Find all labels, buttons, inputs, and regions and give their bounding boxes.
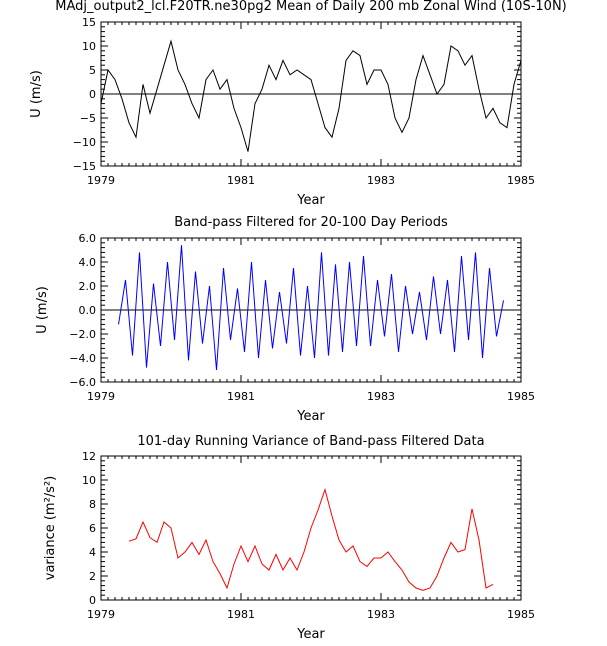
y-tick-label: −4.0: [69, 352, 96, 365]
y-tick-label: 4: [89, 546, 96, 559]
x-tick-label: 1985: [507, 174, 535, 187]
axis-ticks: −15 −10 −5 0 5 10 15 1979 1981 1983 1985: [73, 16, 535, 187]
y-tick-label: −5: [80, 112, 96, 125]
y-tick-label: 12: [82, 450, 96, 463]
plot-frame: [100, 455, 522, 601]
y-tick-label: 5: [89, 64, 96, 77]
chart-title: 101-day Running Variance of Band-pass Fi…: [137, 434, 484, 449]
y-tick-label: 2.0: [79, 280, 97, 293]
y-tick-label: 6: [89, 522, 96, 535]
axis-ticks: 0 2 4 6 8 10 12 1979 1981 1983 1985: [82, 450, 535, 621]
panel-running-variance: 101-day Running Variance of Band-pass Fi…: [43, 434, 535, 642]
y-tick-label: −6.0: [69, 376, 96, 389]
plot-frame: [100, 21, 522, 167]
y-axis-label: variance (m²/s²): [43, 476, 58, 580]
y-tick-label: 0: [89, 88, 96, 101]
y-tick-label: 6.0: [79, 232, 97, 245]
y-tick-label: −15: [73, 160, 96, 173]
y-axis-label: U (m/s): [29, 70, 44, 118]
series-line-u: [100, 39, 522, 152]
x-tick-label: 1979: [87, 174, 115, 187]
y-tick-label: 10: [82, 40, 96, 53]
panel-band-pass: Band-pass Filtered for 20-100 Day Period…: [35, 215, 535, 424]
x-tick-label: 1983: [367, 390, 395, 403]
chart-title: Band-pass Filtered for 20-100 Day Period…: [174, 215, 448, 230]
x-tick-label: 1985: [507, 390, 535, 403]
x-tick-label: 1981: [227, 390, 255, 403]
chart-title: MAdj_output2_lcl.F20TR.ne30pg2 Mean of D…: [55, 0, 567, 14]
x-tick-label: 1981: [227, 174, 255, 187]
y-tick-label: 15: [82, 16, 96, 29]
y-tick-label: 4.0: [79, 256, 97, 269]
series-line-u-filtered: [118, 245, 504, 371]
x-tick-label: 1983: [367, 174, 395, 187]
plot-frame: [100, 237, 522, 383]
x-axis-label: Year: [296, 193, 325, 208]
x-tick-label: 1981: [227, 608, 255, 621]
x-tick-label: 1979: [87, 390, 115, 403]
x-axis-label: Year: [296, 409, 325, 424]
y-tick-label: 10: [82, 474, 96, 487]
y-tick-label: −10: [73, 136, 96, 149]
y-tick-label: 2: [89, 570, 96, 583]
y-tick-label: 0.0: [79, 304, 97, 317]
x-tick-label: 1979: [87, 608, 115, 621]
y-tick-label: 0: [89, 594, 96, 607]
x-axis-label: Year: [296, 627, 325, 642]
y-tick-label: 8: [89, 498, 96, 511]
x-tick-label: 1985: [507, 608, 535, 621]
panel-zonal-wind: MAdj_output2_lcl.F20TR.ne30pg2 Mean of D…: [29, 0, 567, 208]
y-tick-label: −2.0: [69, 328, 96, 341]
y-axis-label: U (m/s): [35, 286, 50, 334]
x-tick-label: 1983: [367, 608, 395, 621]
series-line-variance: [128, 487, 494, 591]
